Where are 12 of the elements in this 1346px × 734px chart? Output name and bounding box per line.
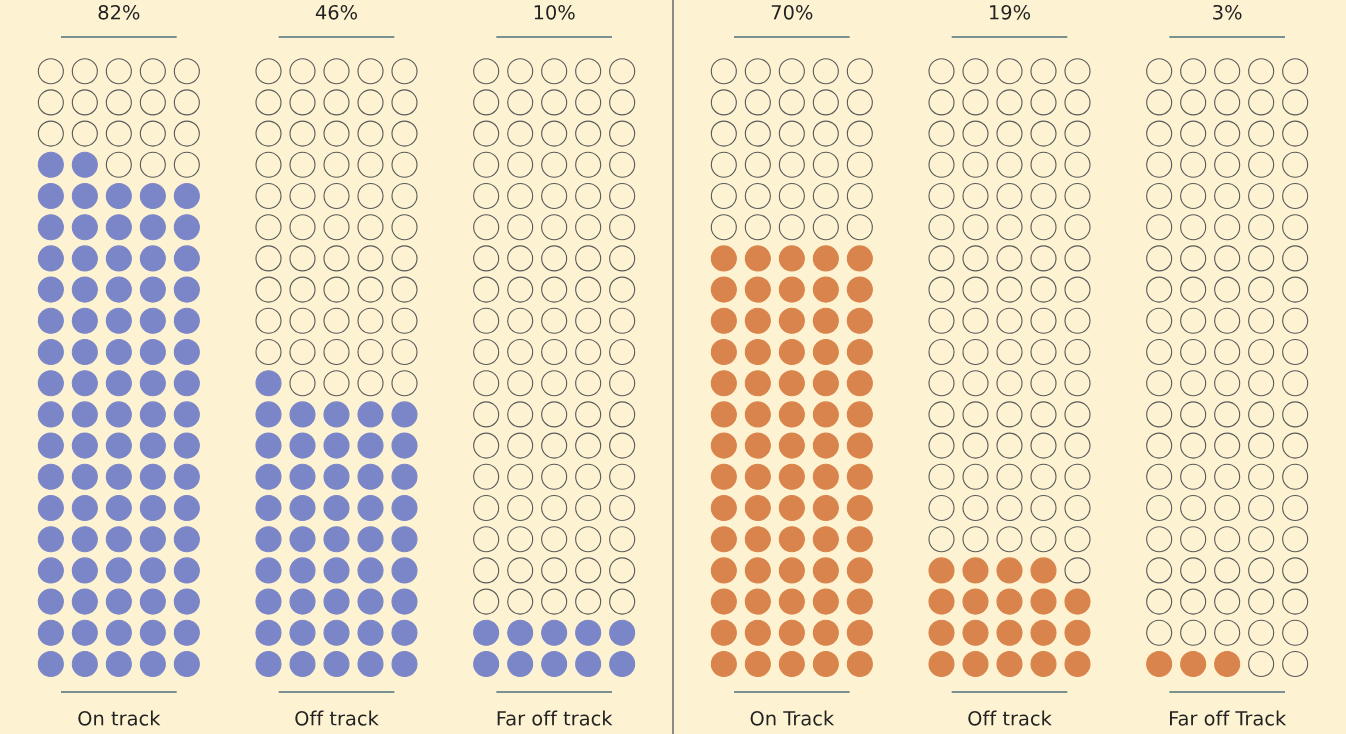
data-label: 19% [990, 4, 1031, 20]
data-label: 3% [1213, 4, 1242, 20]
data-label: 10% [534, 4, 575, 20]
category-label: Off track [295, 710, 379, 726]
category-label: Off track [968, 710, 1052, 726]
data-label: 82% [98, 4, 140, 20]
category-label: On Track [750, 710, 835, 726]
category-label: Far off track [497, 710, 613, 726]
category-label: Far off Track [1170, 710, 1287, 726]
data-label: 70% [771, 4, 813, 20]
data-label: 46% [315, 4, 358, 20]
category-label: On track [78, 710, 161, 726]
